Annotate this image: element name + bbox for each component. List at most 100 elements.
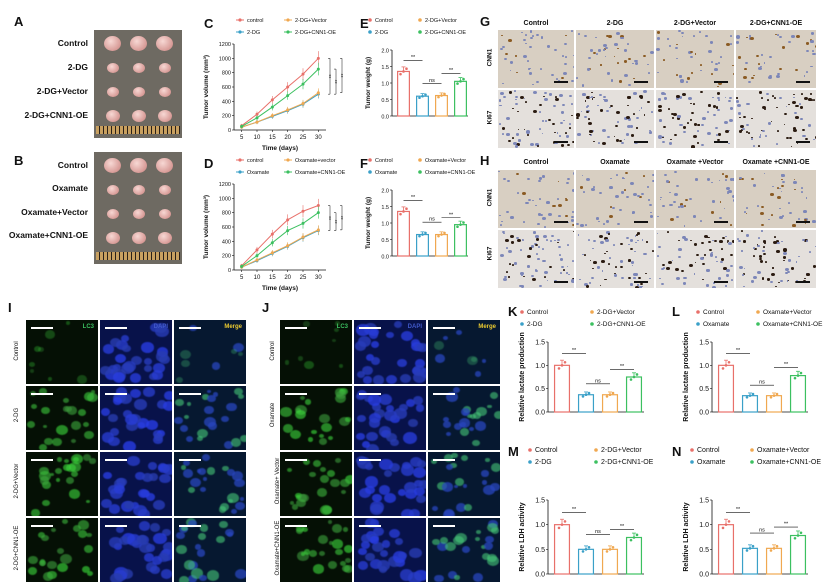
- nucleus-blob: [104, 369, 118, 381]
- cell-nucleus: [541, 247, 545, 250]
- cell-nucleus: [726, 192, 729, 195]
- nucleus-blob: [101, 498, 112, 508]
- cell-nucleus: [745, 36, 749, 39]
- lc3-puncta: [284, 360, 290, 365]
- data-point: [563, 360, 567, 364]
- cell-nucleus: [592, 267, 594, 270]
- cell-nucleus: [767, 122, 772, 125]
- legend-label: 2-DG: [375, 30, 388, 36]
- cell-nucleus: [592, 247, 595, 250]
- cell-nucleus: [760, 54, 763, 56]
- data-point: [440, 94, 443, 97]
- data-point: [462, 221, 465, 224]
- lc3-puncta: [30, 403, 37, 409]
- cell-nucleus: [779, 188, 781, 190]
- cell-nucleus: [508, 140, 511, 143]
- scale-bar: [634, 141, 648, 143]
- cell-nucleus: [671, 259, 674, 261]
- lc3-puncta: [87, 392, 98, 402]
- cell-nucleus: [526, 265, 530, 268]
- lc3-puncta: [451, 452, 458, 459]
- chart-letter: M: [508, 444, 519, 459]
- lc3-puncta: [473, 412, 481, 419]
- cell-nucleus: [608, 34, 612, 38]
- legend-label: 2-DG: [527, 321, 543, 328]
- cell-nucleus: [625, 133, 629, 136]
- cell-nucleus: [505, 271, 508, 273]
- cell-nucleus: [602, 43, 607, 47]
- cell-nucleus: [517, 238, 521, 242]
- lc3-puncta: [474, 371, 482, 377]
- cell-nucleus: [533, 231, 537, 234]
- scale-bar: [796, 81, 810, 83]
- cell-nucleus: [717, 85, 719, 87]
- y-tick-label: 600: [222, 85, 231, 91]
- cell-nucleus: [729, 107, 734, 110]
- legend-marker: [286, 30, 290, 34]
- ihc-image-ki67: [576, 230, 654, 288]
- lc3-puncta: [454, 575, 460, 580]
- y-tick-label: 0.0: [699, 572, 709, 579]
- x-axis-label: Time (days): [262, 145, 298, 152]
- cell-nucleus: [615, 139, 619, 142]
- cell-nucleus: [525, 201, 529, 205]
- y-tick-label: 0.0: [535, 572, 545, 579]
- data-point: [632, 375, 636, 379]
- sig-label: ns: [759, 528, 765, 534]
- cell-nucleus: [593, 141, 595, 143]
- cell-nucleus: [501, 132, 504, 135]
- nucleus-blob: [385, 374, 397, 384]
- lc3-puncta: [31, 509, 40, 516]
- nucleus-blob: [363, 376, 372, 384]
- cell-nucleus: [726, 269, 730, 272]
- y-tick-label: 1.5: [535, 498, 545, 505]
- data-point: [301, 221, 305, 225]
- cell-nucleus: [683, 205, 686, 207]
- cell-nucleus: [539, 67, 543, 70]
- cell-nucleus: [811, 49, 814, 52]
- legend-marker: [520, 322, 524, 326]
- cell-nucleus: [764, 261, 768, 264]
- lc3-puncta: [68, 489, 81, 500]
- data-point: [240, 124, 244, 128]
- cell-nucleus: [576, 113, 580, 117]
- cell-nucleus: [702, 117, 707, 121]
- y-tick-label: 0.0: [381, 115, 389, 121]
- scale-bar: [31, 459, 53, 461]
- data-point: [745, 549, 749, 552]
- cell-nucleus: [701, 241, 705, 245]
- cell-nucleus: [804, 277, 807, 280]
- cell-nucleus: [707, 240, 712, 244]
- cell-nucleus: [669, 203, 674, 207]
- nucleus-blob: [144, 357, 153, 365]
- cell-nucleus: [537, 223, 540, 225]
- cell-nucleus: [627, 43, 630, 45]
- y-tick-label: 1.0: [381, 82, 389, 88]
- cell-nucleus: [800, 117, 803, 120]
- cell-nucleus: [717, 97, 720, 100]
- lc3-puncta: [481, 359, 487, 364]
- legend-label: Control: [703, 309, 725, 316]
- x-tick-label: 15: [269, 275, 276, 281]
- cell-nucleus: [599, 284, 602, 286]
- sig-label: **: [329, 74, 335, 78]
- cell-nucleus: [621, 191, 625, 194]
- lc3-puncta: [476, 406, 487, 416]
- y-tick-label: 1200: [219, 182, 231, 188]
- cell-nucleus: [805, 70, 809, 73]
- cell-nucleus: [802, 134, 806, 138]
- nucleus-blob: [117, 477, 127, 486]
- cell-nucleus: [777, 130, 780, 133]
- cell-nucleus: [540, 36, 544, 39]
- lc3-puncta: [458, 418, 471, 428]
- cell-nucleus: [677, 115, 681, 118]
- cell-nucleus: [558, 204, 562, 208]
- data-point: [745, 395, 749, 399]
- cell-nucleus: [508, 263, 511, 265]
- cell-nucleus: [740, 230, 743, 232]
- nucleus-blob: [123, 500, 134, 510]
- cell-nucleus: [760, 224, 764, 227]
- cell-nucleus: [546, 279, 549, 281]
- cell-nucleus: [544, 225, 547, 228]
